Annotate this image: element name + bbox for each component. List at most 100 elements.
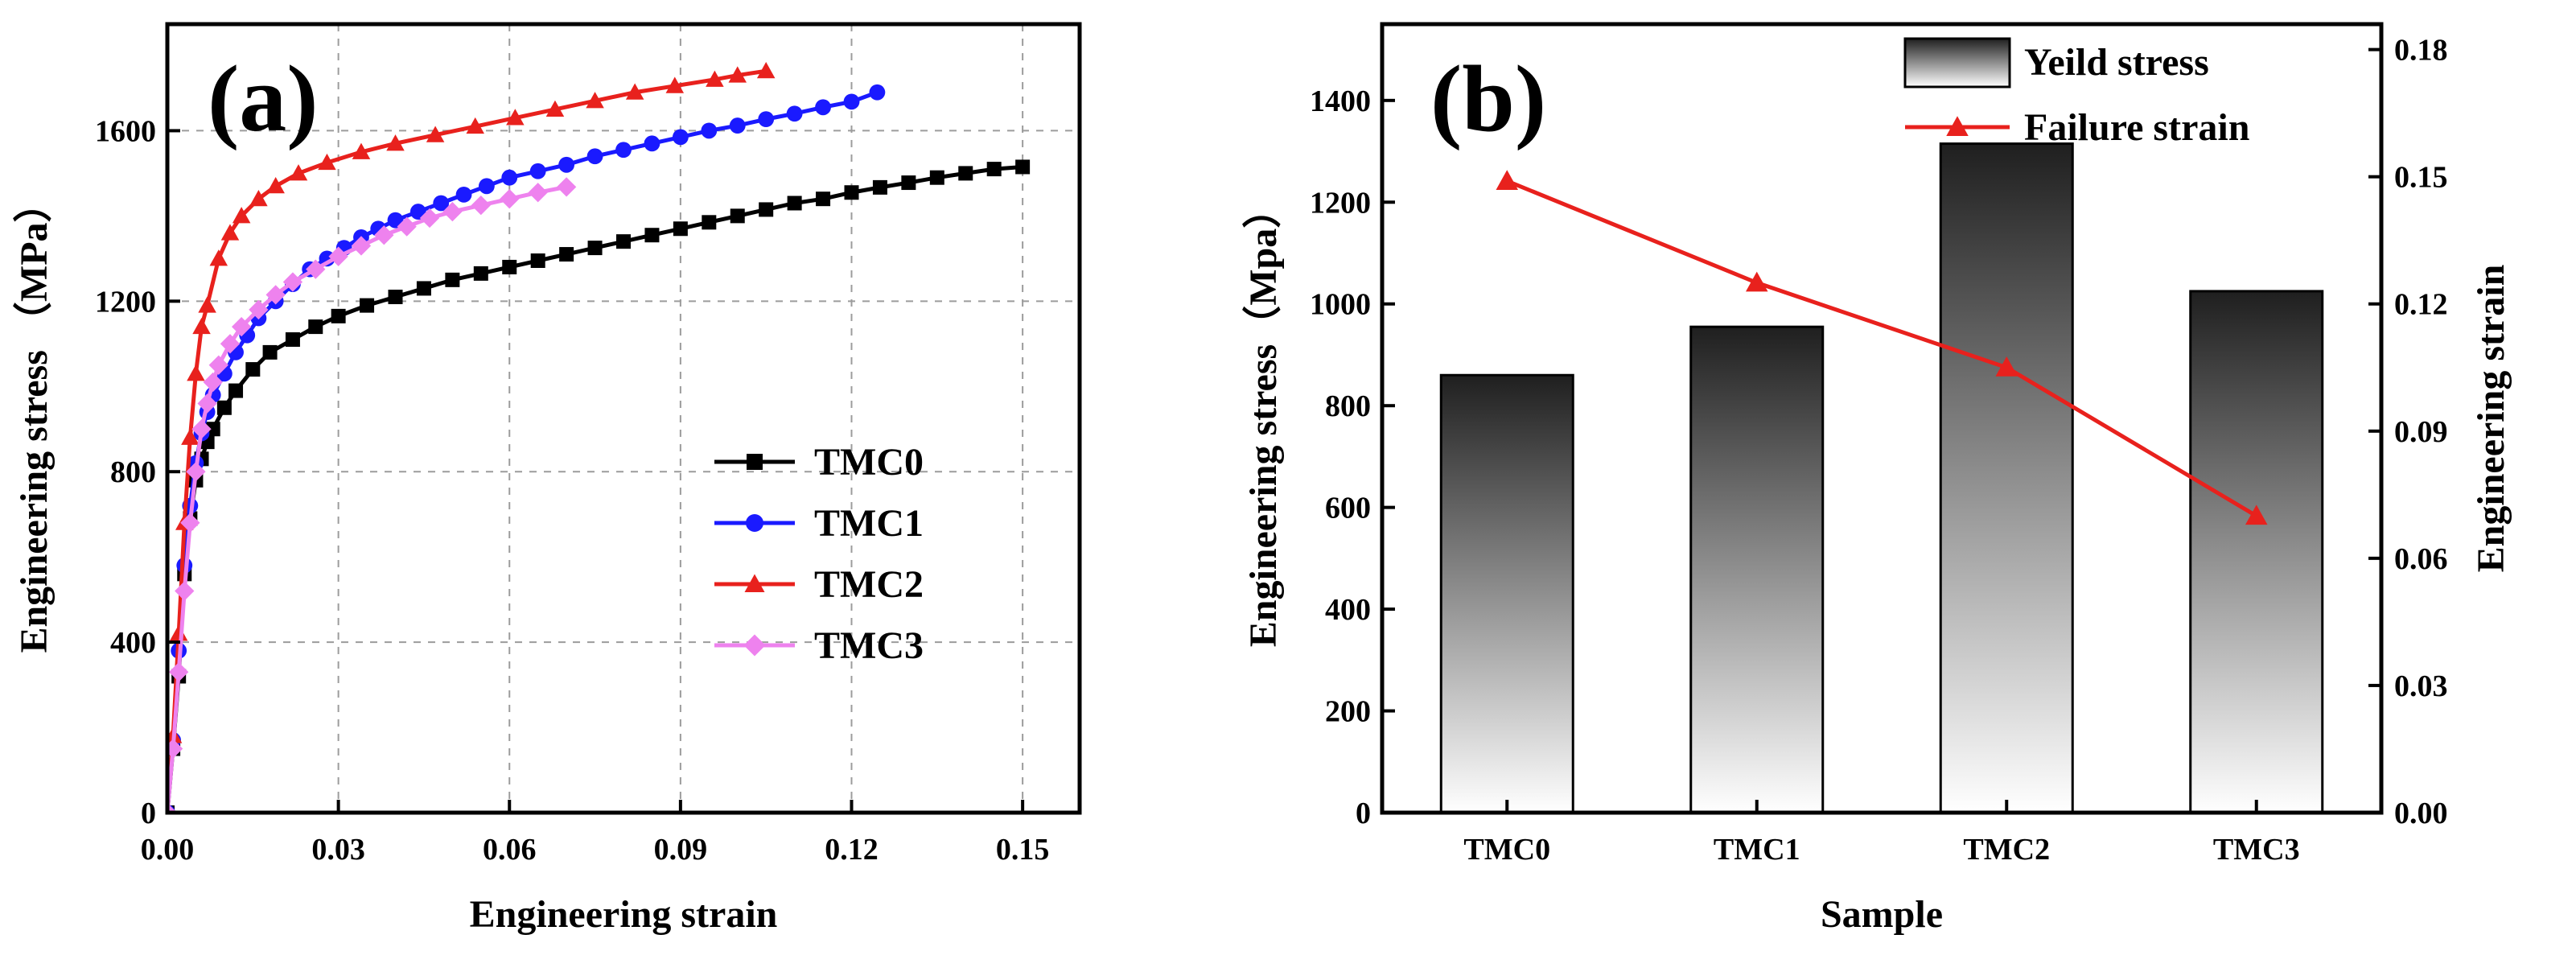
- panel-a-x-tick-label: 0.00: [141, 833, 195, 867]
- panel-b-right-y-tick-label: 0.12: [2394, 288, 2448, 322]
- data-point-tmc1: [701, 122, 718, 139]
- data-point-tmc0: [901, 175, 916, 191]
- data-point-tmc1: [387, 212, 404, 229]
- panel-a-x-tick-label: 0.15: [996, 833, 1050, 867]
- data-point-tmc0: [702, 215, 717, 230]
- data-point-tmc0: [228, 383, 244, 398]
- panel-b-right-y-axis-label: Engineering strain: [2470, 265, 2512, 573]
- data-point-tmc3: [208, 355, 228, 375]
- data-point-tmc3: [500, 189, 520, 209]
- data-point-tmc3: [265, 285, 286, 305]
- data-point-tmc3: [556, 177, 577, 197]
- data-point-tmc2: [586, 92, 604, 109]
- legend-label-tmc1: TMC1: [814, 502, 924, 545]
- data-point-tmc0: [416, 281, 431, 296]
- data-point-tmc3: [180, 513, 200, 533]
- data-point-tmc2: [318, 153, 336, 171]
- panel-a-x-tick-label: 0.12: [825, 833, 879, 867]
- data-point-tmc0: [673, 221, 688, 237]
- data-point-tmc2: [181, 428, 200, 445]
- panel-b-axis-ticks: 0 200 400 600 800 1000 1200 1400 0.00 0.03 0.06 0.0…: [1310, 34, 2448, 867]
- legend-label-tmc2: TMC2: [814, 563, 924, 606]
- panel-a-y-tick-label: 0: [141, 797, 156, 830]
- panel-b-left-y-tick-label: 200: [1325, 695, 1371, 729]
- data-point-tmc2: [756, 62, 776, 79]
- legend-marker-tmc2: [744, 574, 765, 592]
- data-point-tmc1: [729, 117, 746, 134]
- bar-tmc3: [2189, 290, 2324, 814]
- data-point-tmc2: [289, 164, 308, 181]
- panel-a-legend: TMC0 TMC1 TMC2 TMC3: [714, 441, 924, 667]
- data-point-tmc3: [374, 225, 394, 245]
- panel-a-y-tick-label: 800: [110, 455, 156, 489]
- panel-b-x-axis-label: Sample: [1821, 893, 1943, 936]
- data-point-tmc0: [929, 170, 944, 185]
- panel-b-left-y-tick-label: 800: [1325, 389, 1371, 423]
- data-point-tmc3: [167, 739, 183, 759]
- data-point-tmc0: [958, 166, 973, 181]
- data-point-tmc1: [786, 105, 803, 122]
- panel-b-x-tick-label: TMC1: [1714, 833, 1800, 867]
- panel-a-x-tick-label: 0.06: [483, 833, 537, 867]
- panel-b-left-y-tick-label: 1000: [1310, 288, 1371, 322]
- panel-a-x-tick-label: 0.03: [311, 833, 365, 867]
- data-point-tmc1: [433, 195, 450, 212]
- data-point-tmc3: [282, 272, 303, 292]
- panel-b-left-y-tick-label: 600: [1325, 492, 1371, 525]
- legend-marker-tmc0: [747, 454, 763, 470]
- series-line-tmc0: [167, 164, 1023, 813]
- panel-a-y-tick-label: 400: [110, 626, 156, 660]
- panel-a-y-tick-label: 1200: [95, 285, 156, 319]
- panel-b-right-y-tick-label: 0.00: [2394, 797, 2448, 830]
- data-point-tmc2: [232, 207, 251, 224]
- series-line-tmc2: [167, 68, 767, 813]
- data-point-tmc3: [191, 419, 212, 439]
- failure-strain-point-tmc2: [1995, 356, 2018, 377]
- data-point-tmc2: [706, 70, 724, 87]
- data-point-tmc0: [616, 234, 631, 249]
- legend-label-yield-stress: Yeild stress: [2024, 41, 2209, 84]
- panel-b-right-y-tick-label: 0.03: [2394, 669, 2448, 703]
- legend-marker-failure-strain: [1946, 116, 1969, 136]
- panel-b-left-y-tick-label: 400: [1325, 593, 1371, 627]
- data-point-tmc3: [186, 462, 206, 482]
- panel-b-frame: [1380, 22, 2384, 815]
- data-point-tmc0: [1015, 159, 1031, 175]
- series-line-tmc1: [167, 90, 879, 813]
- series-line-tmc3: [167, 184, 567, 813]
- data-point-tmc0: [986, 162, 1002, 177]
- failure-strain-point-tmc3: [2245, 504, 2268, 525]
- data-point-tmc2: [426, 126, 445, 142]
- bar-tmc2: [1939, 142, 2074, 814]
- legend-marker-tmc1: [746, 514, 763, 532]
- bar-tmc1: [1689, 325, 1825, 814]
- panel-b-x-tick-label: TMC0: [1463, 833, 1550, 867]
- data-point-tmc1: [869, 84, 886, 101]
- data-point-tmc2: [352, 142, 371, 159]
- data-point-tmc0: [245, 362, 261, 377]
- legend-marker-tmc3: [743, 634, 766, 657]
- data-point-tmc2: [187, 364, 205, 381]
- data-point-tmc3: [528, 183, 548, 203]
- data-point-tmc2: [545, 100, 565, 117]
- data-point-tmc1: [843, 93, 860, 110]
- data-point-tmc1: [558, 156, 575, 173]
- panel-a-axis-ticks: 0.00 0.03 0.06 0.09 0.12 0.15 0 400 800 1200 1600: [95, 114, 1049, 867]
- panel-b-right-y-tick-label: 0.06: [2394, 542, 2448, 576]
- panel-a-frame: [165, 22, 1082, 815]
- data-point-tmc1: [672, 129, 689, 146]
- panel-a-series: [167, 62, 1031, 813]
- data-point-tmc3: [220, 334, 241, 354]
- data-point-tmc0: [587, 241, 603, 256]
- data-point-tmc3: [351, 236, 372, 256]
- panel-b-left-y-axis-label: Engineering stress（Mpa）: [1242, 190, 1285, 647]
- data-point-tmc2: [728, 66, 747, 83]
- legend-label-tmc0: TMC0: [814, 441, 924, 484]
- data-point-tmc3: [203, 372, 223, 393]
- data-point-tmc2: [466, 117, 484, 134]
- failure-strain-point-tmc1: [1746, 271, 1768, 292]
- data-point-tmc2: [169, 624, 188, 641]
- data-point-tmc0: [502, 259, 517, 274]
- data-point-tmc3: [397, 216, 417, 237]
